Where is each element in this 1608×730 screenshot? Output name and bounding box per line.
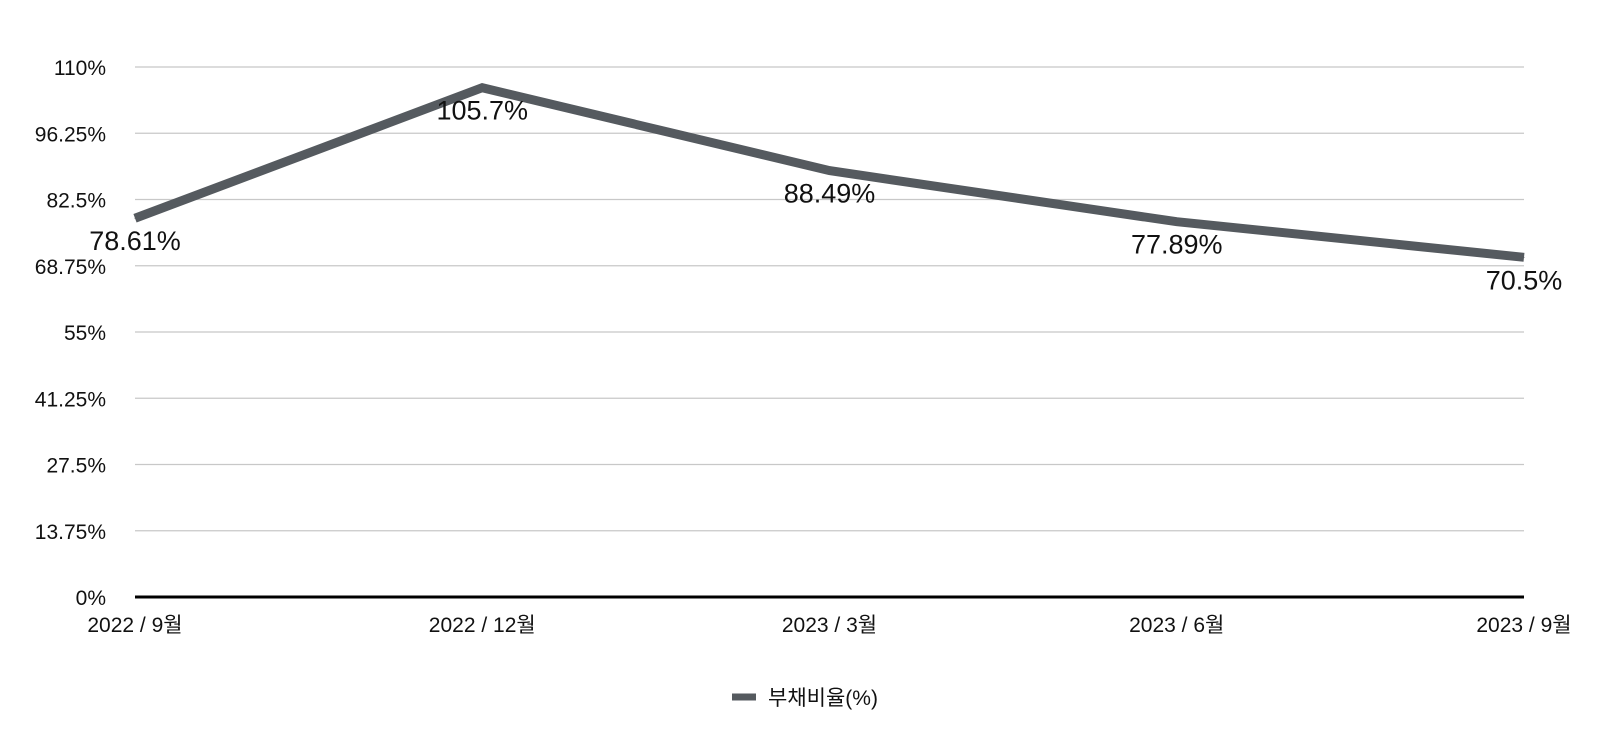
y-axis-tick-labels: 0% 13.75% 27.5% 41.25% 55% 68.75% 82.5% 96.25% 1… bbox=[35, 57, 106, 610]
y-tick-label: 110% bbox=[54, 57, 106, 80]
x-axis-tick-labels: 2022 / 9월 2022 / 12월 2023 / 3월 2023 / 6월 202… bbox=[87, 614, 1571, 637]
y-tick-label: 0% bbox=[76, 587, 106, 610]
y-tick-label: 13.75% bbox=[35, 521, 106, 544]
data-label: 88.49% bbox=[784, 179, 876, 209]
data-label: 77.89% bbox=[1131, 230, 1223, 260]
data-labels: 78.61% 105.7% 88.49% 77.89% 70.5% bbox=[89, 96, 1562, 296]
legend-label: 부채비율(%) bbox=[768, 687, 878, 710]
data-point bbox=[1523, 256, 1525, 258]
y-tick-label: 82.5% bbox=[46, 190, 106, 213]
y-tick-label: 96.25% bbox=[35, 123, 106, 146]
x-tick-label: 2022 / 9월 bbox=[87, 614, 182, 637]
data-label: 105.7% bbox=[436, 96, 528, 126]
y-tick-label: 41.25% bbox=[35, 388, 106, 411]
data-point bbox=[1176, 221, 1178, 223]
x-tick-label: 2023 / 3월 bbox=[782, 614, 877, 637]
x-tick-label: 2023 / 9월 bbox=[1476, 614, 1571, 637]
y-tick-label: 68.75% bbox=[35, 256, 106, 279]
series-lines bbox=[133, 83, 1525, 262]
data-point bbox=[829, 170, 830, 172]
data-label: 78.61% bbox=[89, 226, 181, 256]
x-tick-label: 2023 / 6월 bbox=[1129, 614, 1224, 637]
y-tick-label: 27.5% bbox=[46, 455, 106, 478]
data-point bbox=[134, 217, 136, 219]
series-line bbox=[133, 83, 1525, 262]
x-tick-label: 2022 / 12월 bbox=[429, 614, 536, 637]
legend: 부채비율(%) bbox=[732, 687, 878, 710]
y-tick-label: 55% bbox=[64, 322, 106, 345]
data-point bbox=[481, 87, 483, 89]
data-label: 70.5% bbox=[1486, 265, 1563, 295]
